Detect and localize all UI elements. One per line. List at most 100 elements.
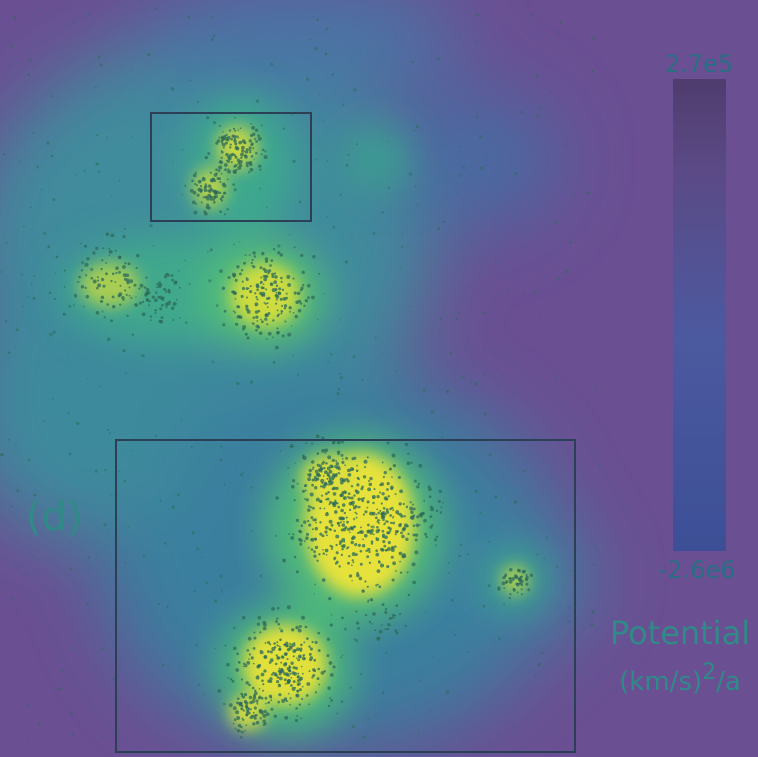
particle-dot	[441, 416, 444, 419]
particle-dot	[281, 655, 284, 658]
particle-dot	[591, 610, 595, 614]
particle-dot	[233, 139, 237, 143]
particle-dot	[355, 490, 360, 495]
particle-dot	[520, 575, 523, 579]
particle-dot	[315, 521, 317, 524]
particle-dot	[336, 450, 341, 455]
particle-dot	[335, 459, 338, 462]
particle-dot	[325, 553, 328, 556]
particle-dot	[279, 449, 282, 452]
particle-dot	[256, 702, 259, 705]
particle-dot	[245, 287, 249, 291]
particle-dot	[394, 533, 397, 536]
particle-dot	[221, 195, 225, 199]
particle-dot	[57, 687, 61, 691]
particle-dot	[197, 101, 200, 104]
particle-dot	[292, 479, 296, 483]
particle-dot	[444, 173, 447, 176]
particle-dot	[372, 612, 376, 616]
particle-dot	[295, 300, 299, 305]
particle-dot	[494, 495, 498, 499]
particle-dot	[429, 515, 433, 519]
particle-dot	[305, 498, 309, 502]
particle-dot	[508, 579, 513, 584]
particle-dot	[328, 519, 333, 524]
particle-dot	[321, 484, 326, 489]
particle-dot	[362, 475, 367, 479]
particle-dot	[31, 555, 34, 558]
particle-dot	[100, 295, 105, 300]
particle-dot	[522, 331, 524, 333]
particle-dot	[241, 280, 244, 283]
particle-dot	[305, 442, 308, 445]
particle-dot	[210, 16, 213, 19]
particle-dot	[238, 702, 243, 707]
particle-dot	[364, 580, 367, 583]
particle-dot	[378, 585, 382, 589]
particle-dot	[375, 549, 379, 553]
particle-dot	[327, 480, 332, 484]
particle-dot	[75, 174, 77, 176]
particle-dot	[297, 672, 300, 675]
particle-dot	[294, 314, 299, 319]
particle-dot	[445, 690, 450, 694]
particle-dot	[350, 536, 355, 541]
particle-dot	[323, 670, 326, 673]
particle-dot	[233, 127, 236, 130]
particle-dot	[422, 388, 426, 392]
particle-dot	[47, 245, 50, 248]
particle-dot	[250, 714, 253, 717]
particle-dot	[176, 493, 180, 497]
particle-dot	[257, 615, 262, 620]
particle-dot	[361, 485, 364, 489]
particle-dot	[529, 87, 531, 90]
particle-dot	[292, 277, 295, 280]
particle-dot	[334, 499, 337, 502]
particle-dot	[386, 565, 390, 569]
particle-dot	[244, 154, 247, 158]
particle-dot	[219, 269, 223, 273]
particle-dot	[0, 452, 4, 457]
particle-dot	[251, 530, 254, 533]
particle-dot	[118, 255, 122, 259]
particle-dot	[296, 682, 298, 684]
particle-dot	[76, 280, 80, 284]
particle-dot	[256, 622, 261, 626]
particle-dot	[52, 398, 54, 400]
particle-dot	[356, 621, 360, 625]
particle-dot	[509, 567, 513, 572]
particle-dot	[536, 553, 539, 556]
particle-dot	[273, 714, 278, 719]
particle-dot	[217, 688, 222, 693]
particle-dot	[271, 288, 276, 293]
particle-dot	[336, 501, 339, 505]
particle-dot	[155, 8, 158, 11]
particle-dot	[346, 468, 351, 473]
particle-dot	[316, 452, 320, 455]
particle-dot	[351, 579, 353, 582]
particle-dot	[351, 559, 354, 562]
particle-dot	[313, 475, 317, 479]
particle-dot	[303, 520, 307, 524]
particle-dot	[191, 200, 196, 205]
particle-dot	[80, 269, 84, 272]
particle-dot	[508, 596, 511, 600]
particle-dot	[488, 453, 492, 457]
particle-dot	[43, 420, 46, 423]
particle-dot	[55, 255, 59, 259]
particle-dot	[147, 52, 151, 57]
particle-dot	[245, 277, 249, 282]
particle-dot	[330, 547, 333, 551]
particle-dot	[270, 259, 274, 262]
particle-dot	[385, 510, 390, 514]
particle-dot	[368, 23, 370, 25]
particle-dot	[305, 532, 310, 536]
particle-dot	[240, 269, 244, 272]
particle-dot	[440, 506, 443, 509]
particle-dot	[87, 556, 91, 559]
particle-dot	[340, 553, 344, 557]
particle-dot	[436, 57, 440, 61]
particle-dot	[103, 523, 107, 527]
particle-dot	[230, 161, 233, 164]
particle-dot	[442, 501, 444, 504]
